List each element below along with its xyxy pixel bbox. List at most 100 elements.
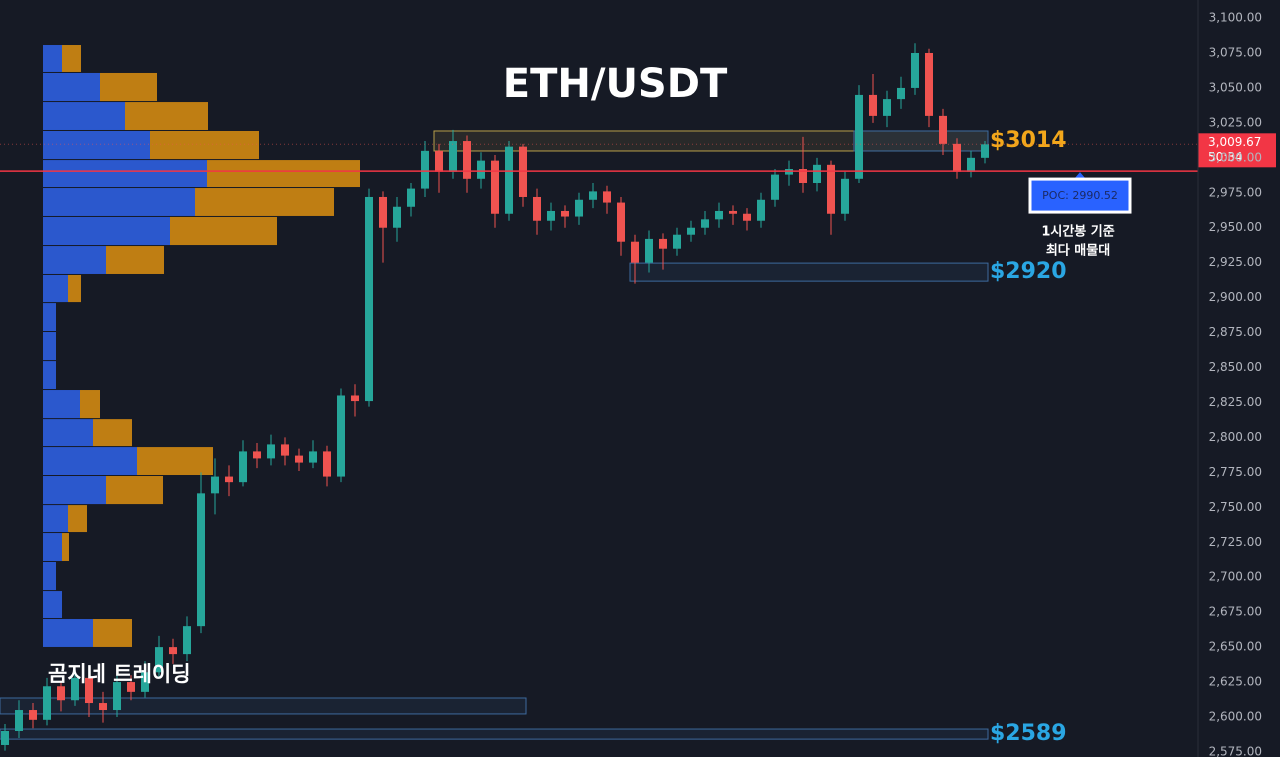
- y-tick-label: 3,075.00: [1209, 45, 1262, 59]
- zone: [0, 697, 527, 715]
- y-tick-label: 2,775.00: [1209, 465, 1262, 479]
- candle-body: [351, 395, 359, 402]
- candle-body: [29, 710, 37, 720]
- candle-body: [407, 188, 415, 207]
- chart-title: ETH/USDT: [503, 61, 728, 107]
- candle-body: [603, 191, 611, 203]
- candle-body: [547, 210, 555, 221]
- profile-sell: [68, 505, 87, 533]
- candle-body: [645, 238, 653, 263]
- candle-body: [43, 686, 51, 720]
- zone: [0, 728, 989, 740]
- y-tick-label: 2,700.00: [1209, 570, 1262, 584]
- y-tick-label: 2,975.00: [1209, 185, 1262, 199]
- candle-body: [225, 476, 233, 483]
- y-tick-label: 2,675.00: [1209, 605, 1262, 619]
- candle-body: [631, 241, 639, 263]
- candle-body: [337, 395, 345, 477]
- candle-body: [253, 451, 261, 459]
- profile-sell: [106, 476, 163, 505]
- y-tick-label: 2,625.00: [1209, 675, 1262, 689]
- candle-body: [953, 143, 961, 172]
- y-tick-label: 3,050.00: [1209, 80, 1262, 94]
- profile-buy: [43, 160, 207, 188]
- watermark: 곰지네 트레이딩: [48, 662, 191, 686]
- y-tick-label: 3,000.00: [1209, 150, 1262, 164]
- y-tick-label: 2,925.00: [1209, 255, 1262, 269]
- profile-buy: [43, 390, 80, 419]
- profile-buy: [43, 476, 106, 505]
- y-tick-label: 2,600.00: [1209, 710, 1262, 724]
- y-tick-label: 2,575.00: [1209, 744, 1262, 757]
- profile-buy: [43, 72, 100, 102]
- candle-body: [421, 150, 429, 189]
- candle-body: [309, 451, 317, 463]
- candle-body: [911, 52, 919, 88]
- profile-sell: [106, 246, 164, 274]
- profile-buy: [43, 130, 150, 160]
- profile-buy: [43, 102, 125, 130]
- candle-body: [267, 444, 275, 459]
- y-tick-label: 2,725.00: [1209, 535, 1262, 549]
- last-price-tag: [1198, 133, 1276, 168]
- candle-body: [127, 682, 135, 692]
- countdown: 50:34: [1208, 150, 1243, 164]
- candle-body: [701, 219, 709, 228]
- profile-sell: [125, 102, 208, 130]
- zone: [629, 262, 989, 282]
- y-tick-label: 3,100.00: [1209, 11, 1262, 25]
- volume-profile: [43, 45, 360, 647]
- candle-body: [323, 451, 331, 477]
- profile-buy: [43, 447, 137, 476]
- profile-sell: [207, 160, 360, 188]
- candle-body: [799, 169, 807, 183]
- profile-buy: [43, 591, 62, 619]
- profile-buy: [43, 419, 93, 447]
- y-tick-label: 3,025.00: [1209, 115, 1262, 129]
- zone-label: $2920: [990, 259, 1067, 284]
- candle-body: [813, 164, 821, 183]
- zone-label: $2589: [990, 721, 1067, 746]
- candle-body: [183, 626, 191, 655]
- candle-body: [365, 196, 373, 402]
- zone: [853, 130, 989, 152]
- profile-buy: [43, 216, 170, 246]
- poc-box: [1028, 177, 1132, 214]
- profile-sell: [195, 188, 334, 216]
- candle-body: [491, 160, 499, 214]
- annotation: 최다 매물대: [1046, 243, 1110, 259]
- candle-body: [897, 87, 905, 100]
- y-tick-label: 2,875.00: [1209, 325, 1262, 339]
- candle-body: [757, 199, 765, 221]
- zone-label: $3014: [990, 128, 1067, 153]
- last-price-label: 3,009.67: [1208, 135, 1261, 149]
- candle-body: [659, 238, 667, 249]
- profile-sell: [150, 130, 259, 160]
- candle-body: [855, 94, 863, 179]
- profile-sell: [80, 390, 100, 419]
- candle-body: [883, 99, 891, 116]
- candle-body: [57, 686, 65, 701]
- y-tick-label: 2,825.00: [1209, 395, 1262, 409]
- candle-body: [295, 455, 303, 463]
- candle-body: [113, 682, 121, 711]
- price-axis: 2,575.00 2,600.00 2,625.00 2,650.00 2,675.00…: [1209, 11, 1262, 757]
- candle-body: [239, 451, 247, 483]
- candle-body: [449, 141, 457, 172]
- candle-body: [981, 144, 989, 158]
- candle-body: [743, 213, 751, 221]
- profile-buy: [43, 45, 62, 72]
- profile-sell: [68, 274, 81, 303]
- candle-body: [687, 227, 695, 235]
- y-tick-label: 2,900.00: [1209, 290, 1262, 304]
- profile-sell: [62, 533, 69, 561]
- candle-body: [435, 150, 443, 172]
- zones: $3014 $2920 $2589: [0, 128, 1067, 746]
- candle-body: [533, 196, 541, 221]
- profile-sell: [93, 419, 132, 447]
- candle-body: [827, 164, 835, 214]
- candle-body: [771, 174, 779, 200]
